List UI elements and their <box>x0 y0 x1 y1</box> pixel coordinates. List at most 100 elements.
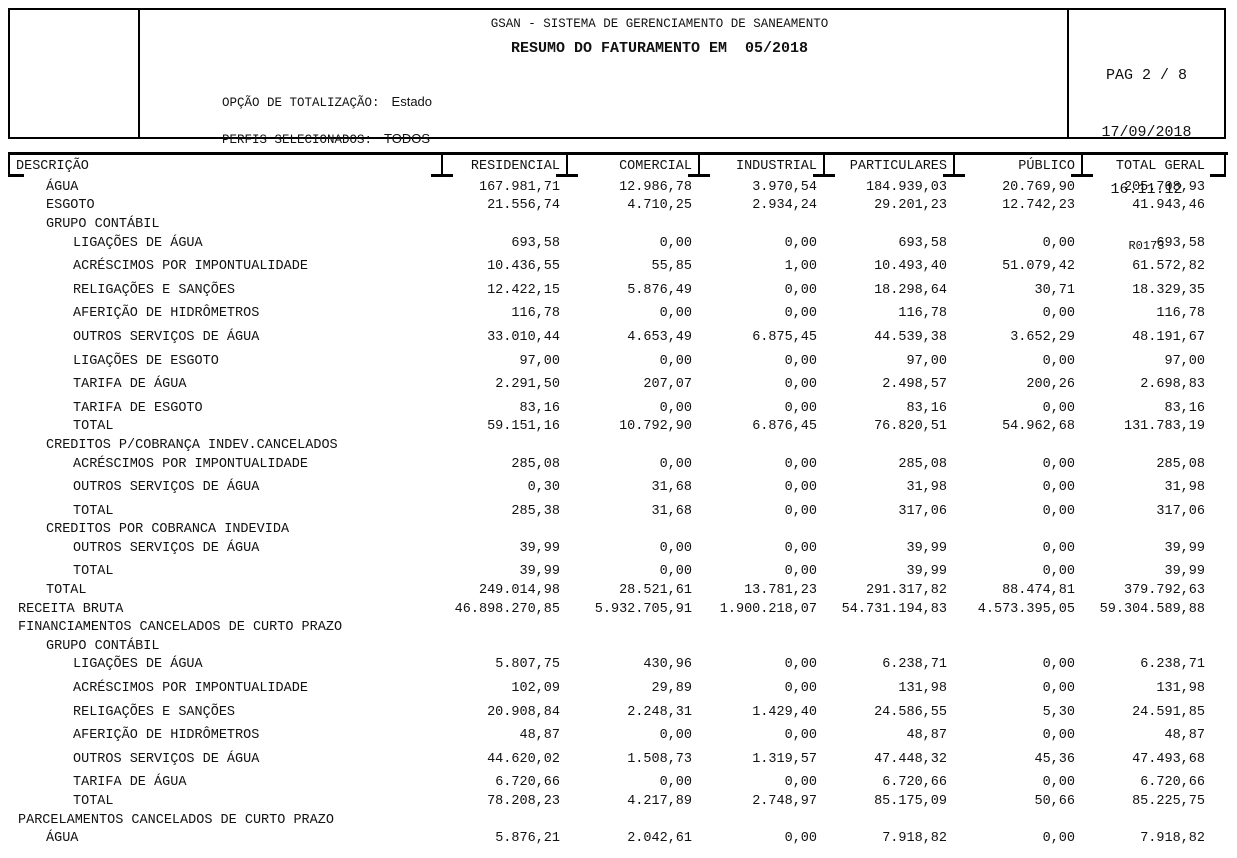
row-value: 5.932.705,91 <box>594 601 692 617</box>
row-label: AFERIÇÃO DE HIDRÔMETROS <box>73 728 260 744</box>
column-tick <box>943 155 965 177</box>
row-label: OUTROS SERVIÇOS DE ÁGUA <box>73 329 260 345</box>
column-header-particulares: PARTICULARES <box>849 159 947 174</box>
column-header-descricao: DESCRIÇÃO <box>16 159 89 174</box>
row-value: 116,78 <box>1156 306 1205 322</box>
row-value: 50,66 <box>1034 794 1075 810</box>
row-value: 83,16 <box>519 400 560 416</box>
row-value: 59.304.589,88 <box>1099 601 1205 617</box>
row-label: GRUPO CONTÁBIL <box>46 638 160 654</box>
row-value: 0,00 <box>1042 400 1075 416</box>
row-value: 102,09 <box>511 681 560 697</box>
row-value: 0,00 <box>784 564 817 580</box>
row-value: 1.508,73 <box>627 751 692 767</box>
table-row: TARIFA DE ESGOTO 83,16 0,00 0,00 83,16 0,00 83… <box>8 399 1226 418</box>
row-value: 5.876,49 <box>627 282 692 298</box>
table-row: ESGOTO 21.556,74 4.710,25 2.934,24 29.201,23… <box>8 197 1226 216</box>
row-value: 6.720,66 <box>495 775 560 791</box>
column-tick <box>556 155 578 177</box>
table-row: AFERIÇÃO DE HIDRÔMETROS 116,78 0,00 0,00 116… <box>8 305 1226 324</box>
row-value: 2.934,24 <box>752 198 817 214</box>
table-row: FINANCIAMENTOS CANCELADOS DE CURTO PRAZO <box>8 618 1226 637</box>
row-value: 0,00 <box>1042 456 1075 472</box>
row-value: 1,00 <box>784 259 817 275</box>
column-tick <box>431 155 453 177</box>
row-value: 0,00 <box>659 306 692 322</box>
row-value: 45,36 <box>1034 751 1075 767</box>
row-value: 693,58 <box>511 235 560 251</box>
row-value: 0,00 <box>659 400 692 416</box>
row-value: 7.918,82 <box>882 831 947 847</box>
row-value: 0,00 <box>1042 564 1075 580</box>
row-label: TOTAL <box>73 794 114 810</box>
row-value: 0,00 <box>784 235 817 251</box>
column-header-industrial: INDUSTRIAL <box>735 159 817 174</box>
row-value: 285,08 <box>1156 456 1205 472</box>
row-label: CREDITOS P/COBRANÇA INDEV.CANCELADOS <box>46 437 338 453</box>
row-label: ÁGUA <box>46 179 79 195</box>
row-value: 0,00 <box>784 282 817 298</box>
row-label: TOTAL <box>73 503 114 519</box>
row-label: OUTROS SERVIÇOS DE ÁGUA <box>73 480 260 496</box>
system-title: GSAN - SISTEMA DE GERENCIAMENTO DE SANEA… <box>490 17 829 31</box>
row-value: 12.742,23 <box>1002 198 1075 214</box>
row-label: TARIFA DE ESGOTO <box>73 400 203 416</box>
table-row: TARIFA DE ÁGUA 2.291,50 207,07 0,00 2.498,57… <box>8 375 1226 394</box>
column-tick <box>1071 155 1093 177</box>
row-value: 116,78 <box>898 306 947 322</box>
table-row: OUTROS SERVIÇOS DE ÁGUA 39,99 0,00 0,00 39,9… <box>8 539 1226 558</box>
row-value: 47.448,32 <box>874 751 947 767</box>
table-row: RECEITA BRUTA 46.898.270,85 5.932.705,91 1.… <box>8 600 1226 619</box>
row-value: 59.151,16 <box>487 419 560 435</box>
table-row: LIGAÇÕES DE ÁGUA 5.807,75 430,96 0,00 6.238,… <box>8 656 1226 675</box>
row-value: 0,00 <box>784 657 817 673</box>
row-value: 0,00 <box>784 503 817 519</box>
row-value: 693,58 <box>898 235 947 251</box>
row-value: 6.720,66 <box>882 775 947 791</box>
table-row: GRUPO CONTÁBIL <box>8 637 1226 656</box>
row-value: 1.429,40 <box>752 704 817 720</box>
report-title: RESUMO DO FATURAMENTO EM 05/2018 <box>510 40 809 57</box>
row-label: TARIFA DE ÁGUA <box>73 377 187 393</box>
row-value: 0,00 <box>659 235 692 251</box>
row-value: 20.908,84 <box>487 704 560 720</box>
report-date: 17/09/2018 <box>1101 124 1192 141</box>
row-value: 39,99 <box>519 564 560 580</box>
row-value: 97,00 <box>1164 353 1205 369</box>
table-row: TOTAL 78.208,23 4.217,89 2.748,97 85.175,09 5… <box>8 792 1226 811</box>
row-value: 39,99 <box>519 540 560 556</box>
row-value: 0,00 <box>659 456 692 472</box>
row-value: 47.493,68 <box>1132 751 1205 767</box>
row-value: 1.900.218,07 <box>719 601 817 617</box>
row-value: 317,06 <box>1156 503 1205 519</box>
row-value: 48.191,67 <box>1132 329 1205 345</box>
row-value: 0,00 <box>659 728 692 744</box>
row-value: 31,68 <box>651 480 692 496</box>
row-value: 3.652,29 <box>1010 329 1075 345</box>
column-tick <box>813 155 835 177</box>
table-row: LIGAÇÕES DE ESGOTO 97,00 0,00 0,00 97,00 0,00… <box>8 352 1226 371</box>
row-value: 41.943,46 <box>1132 198 1205 214</box>
row-value: 4.653,49 <box>627 329 692 345</box>
row-value: 6.238,71 <box>882 657 947 673</box>
row-value: 167.981,71 <box>478 179 560 195</box>
row-value: 39,99 <box>1164 540 1205 556</box>
table-row: LIGAÇÕES DE ÁGUA 693,58 0,00 0,00 693,58 0,00… <box>8 234 1226 253</box>
row-value: 0,00 <box>784 540 817 556</box>
table-row: OUTROS SERVIÇOS DE ÁGUA 44.620,02 1.508,73… <box>8 750 1226 769</box>
row-value: 2.291,50 <box>495 377 560 393</box>
row-value: 693,58 <box>1156 235 1205 251</box>
row-value: 51.079,42 <box>1002 259 1075 275</box>
row-value: 0,00 <box>1042 657 1075 673</box>
row-value: 0,00 <box>1042 540 1075 556</box>
table-row: TOTAL 59.151,16 10.792,90 6.876,45 76.820,51… <box>8 418 1226 437</box>
row-value: 76.820,51 <box>874 419 947 435</box>
row-value: 5.876,21 <box>495 831 560 847</box>
row-value: 21.556,74 <box>487 198 560 214</box>
table-row: CREDITOS P/COBRANÇA INDEV.CANCELADOS <box>8 436 1226 455</box>
row-value: 97,00 <box>519 353 560 369</box>
row-value: 55,85 <box>651 259 692 275</box>
row-value: 29,89 <box>651 681 692 697</box>
table-header: DESCRIÇÃO RESIDENCIAL COMERCIAL INDUSTRI… <box>8 152 1228 178</box>
